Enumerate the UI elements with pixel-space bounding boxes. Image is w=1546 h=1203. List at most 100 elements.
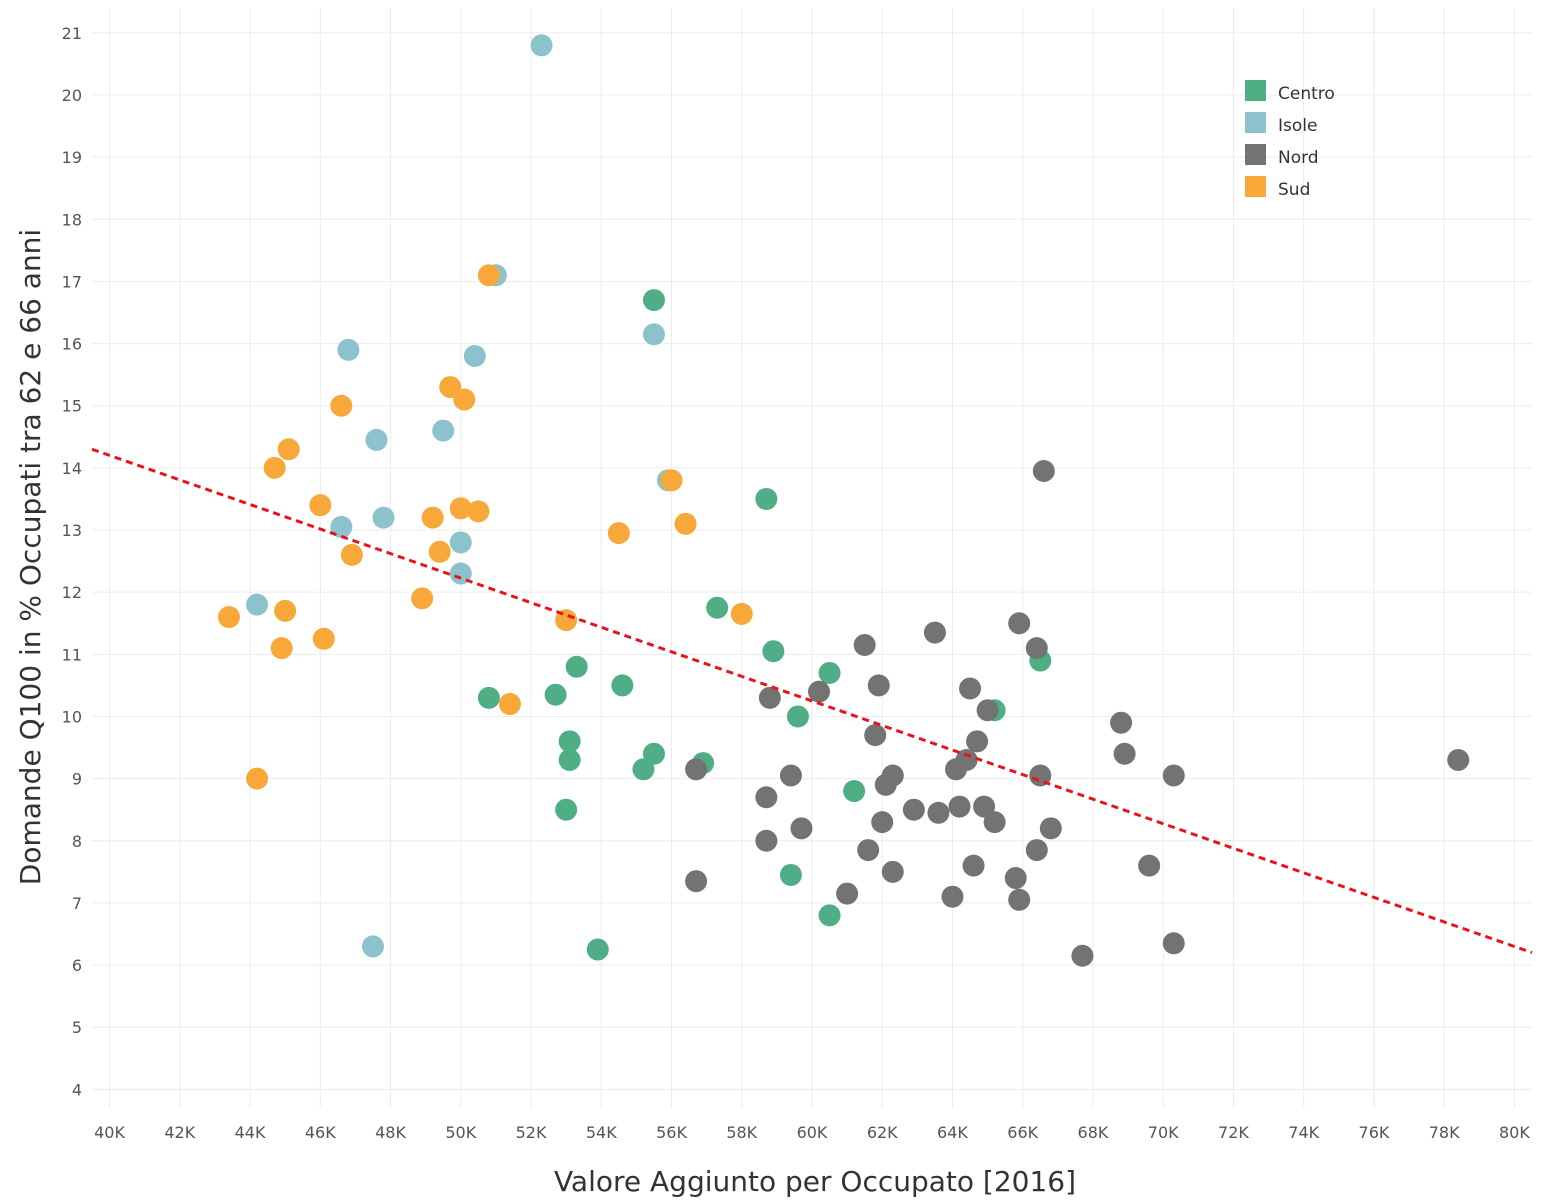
data-point-centro [611, 674, 634, 697]
data-point-sud [453, 388, 476, 411]
data-point-isole [530, 34, 553, 57]
data-point-isole [365, 428, 388, 451]
x-tick-label: 42K [164, 1123, 195, 1142]
y-tick-label: 10 [62, 707, 82, 726]
data-point-centro [642, 289, 665, 312]
y-tick-label: 13 [62, 521, 82, 540]
data-point-isole [246, 593, 269, 616]
data-point-centro [642, 742, 665, 765]
data-point-centro [565, 655, 588, 678]
data-point-sud [274, 599, 297, 622]
y-tick-label: 4 [72, 1080, 82, 1099]
x-tick-label: 50K [445, 1123, 476, 1142]
x-tick-label: 44K [235, 1123, 266, 1142]
data-point-sud [309, 494, 332, 517]
data-point-nord [836, 882, 859, 905]
legend-label-nord: Nord [1278, 148, 1319, 168]
data-point-nord [871, 811, 894, 834]
data-point-centro [818, 904, 841, 927]
data-point-nord [927, 801, 950, 824]
x-tick-label: 54K [586, 1123, 617, 1142]
data-point-isole [330, 515, 353, 538]
data-point-nord [1008, 888, 1031, 911]
data-point-centro [843, 780, 866, 803]
data-point-nord [948, 795, 971, 818]
data-point-sud [607, 522, 630, 545]
data-point-nord [1162, 764, 1185, 787]
y-tick-label: 8 [72, 832, 82, 851]
data-point-nord [790, 817, 813, 840]
x-tick-label: 40K [94, 1123, 125, 1142]
y-tick-label: 12 [62, 583, 82, 602]
x-tick-label: 80K [1499, 1123, 1530, 1142]
data-point-isole [337, 338, 360, 361]
y-tick-label: 18 [62, 210, 82, 229]
data-point-nord [853, 634, 876, 657]
x-tick-label: 72K [1218, 1123, 1249, 1142]
data-point-nord [864, 724, 887, 747]
y-tick-label: 14 [62, 459, 82, 478]
data-point-sud [467, 500, 490, 523]
data-point-sud [730, 602, 753, 625]
data-point-centro [555, 798, 578, 821]
data-point-sud [263, 456, 286, 479]
legend-label-centro: Centro [1278, 84, 1335, 104]
legend-swatch-sud [1245, 176, 1266, 197]
data-point-nord [867, 674, 890, 697]
data-point-nord [976, 699, 999, 722]
grid-lines [92, 8, 1532, 1108]
data-point-nord [808, 680, 831, 703]
legend-swatch-nord [1245, 144, 1266, 165]
data-point-centro [632, 758, 655, 781]
data-point-nord [881, 860, 904, 883]
y-tick-label: 6 [72, 956, 82, 975]
data-point-centro [779, 863, 802, 886]
legend-swatch-centro [1245, 80, 1266, 101]
y-tick-label: 11 [62, 645, 82, 664]
y-axis-ticks: 4 5 6 7 8 9 10 11 12 13 14 15 16 17 18 19 20 21 [62, 24, 82, 1099]
data-point-centro [558, 730, 581, 753]
data-point-sud [340, 543, 363, 566]
data-point-nord [755, 786, 778, 809]
data-point-centro [586, 938, 609, 961]
data-point-nord [685, 870, 708, 893]
legend-label-sud: Sud [1278, 180, 1310, 200]
data-point-nord [755, 829, 778, 852]
y-tick-label: 21 [62, 24, 82, 43]
data-point-nord [1447, 748, 1470, 771]
x-tick-label: 58K [726, 1123, 757, 1142]
data-points [217, 34, 1470, 967]
data-point-sud [674, 512, 697, 535]
data-point-sud [330, 394, 353, 417]
data-point-isole [449, 531, 472, 554]
data-point-nord [1162, 932, 1185, 955]
data-point-nord [923, 621, 946, 644]
y-tick-label: 9 [72, 770, 82, 789]
data-point-nord [962, 854, 985, 877]
data-point-nord [779, 764, 802, 787]
x-tick-label: 48K [375, 1123, 406, 1142]
y-tick-label: 20 [62, 86, 82, 105]
y-tick-label: 17 [62, 272, 82, 291]
data-point-nord [1004, 867, 1027, 890]
data-point-nord [945, 758, 967, 781]
x-tick-label: 68K [1078, 1123, 1109, 1142]
x-tick-label: 66K [1007, 1123, 1038, 1142]
x-tick-label: 64K [937, 1123, 968, 1142]
data-point-nord [685, 758, 708, 781]
legend-swatch-isole [1245, 112, 1266, 133]
x-tick-label: 60K [797, 1123, 828, 1142]
data-point-centro [706, 596, 729, 619]
data-point-centro [755, 487, 778, 510]
data-point-centro [786, 705, 809, 728]
legend: Centro Isole Nord Sud [1245, 80, 1335, 200]
x-tick-label: 56K [656, 1123, 687, 1142]
x-axis-title: Valore Aggiunto per Occupato [2016] [554, 1165, 1076, 1198]
y-axis-title: Domande Q100 in % Occupati tra 62 e 66 a… [14, 229, 47, 885]
data-point-nord [874, 773, 897, 796]
data-point-nord [941, 885, 964, 908]
data-point-nord [1029, 764, 1052, 787]
data-point-sud [477, 264, 500, 287]
x-tick-label: 78K [1429, 1123, 1460, 1142]
data-point-isole [432, 419, 455, 442]
